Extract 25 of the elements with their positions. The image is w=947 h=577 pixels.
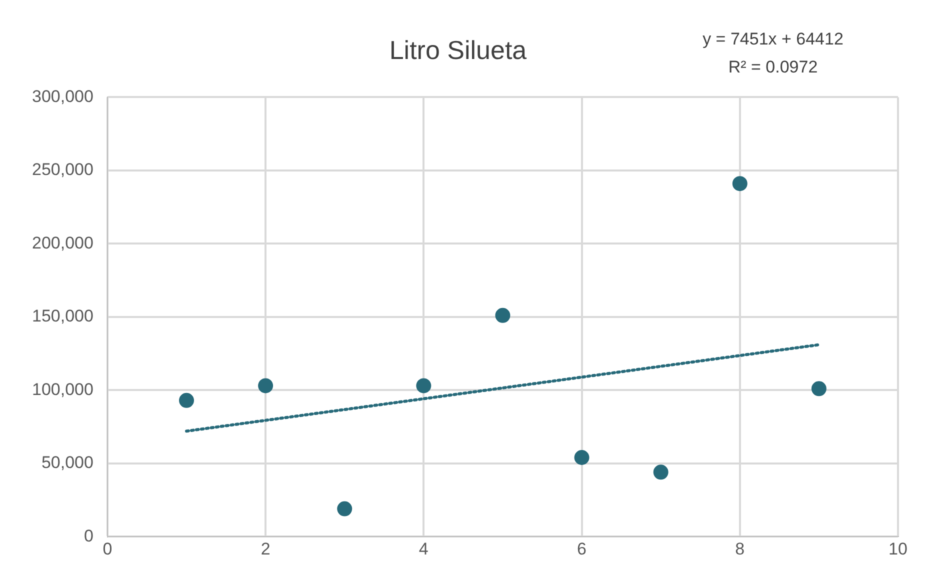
y-tick-label: 300,000: [32, 86, 94, 106]
point: [732, 176, 748, 192]
chart-title: Litro Silueta: [389, 34, 528, 65]
y-tick-label: 100,000: [32, 380, 94, 399]
x-tick-label: 2: [260, 539, 270, 558]
y-tick-label: 250,000: [32, 160, 94, 180]
text: R² = 0.0972: [728, 58, 818, 77]
point: [811, 381, 826, 396]
point: [495, 308, 510, 323]
point: [574, 450, 590, 466]
y-tick-label: 0: [84, 526, 94, 546]
point: [653, 464, 668, 480]
x-tick-label: 6: [577, 539, 587, 558]
text: y = 7451x + 64412: [702, 30, 844, 49]
x-tick-label: 4: [418, 539, 428, 558]
x-tick-label: 10: [888, 539, 908, 558]
point: [416, 378, 432, 394]
y-tick-label: 150,000: [32, 306, 94, 326]
point: [258, 378, 274, 394]
x-tick-label: 8: [735, 539, 745, 558]
y-tick-label: 50,000: [41, 453, 94, 472]
x-tick-label: 0: [102, 539, 112, 558]
point: [337, 501, 352, 516]
y-tick-label: 200,000: [32, 233, 94, 252]
point: [179, 392, 194, 408]
